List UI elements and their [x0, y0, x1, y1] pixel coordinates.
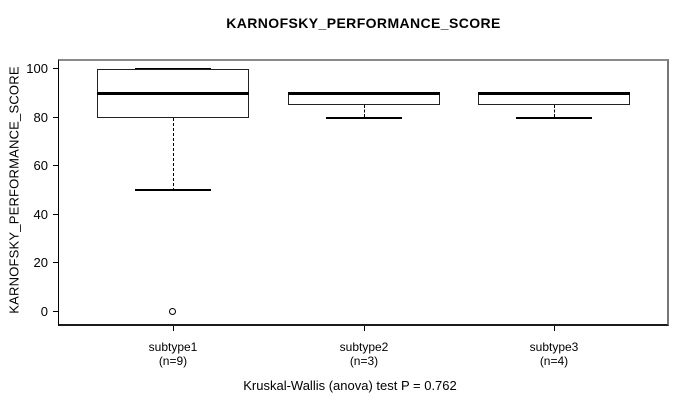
y-tick-label: 0: [40, 304, 48, 319]
x-tick-sublabel: (n=4): [539, 354, 569, 368]
median-line: [478, 92, 630, 95]
median-line: [97, 92, 249, 95]
lower-whisker-cap: [326, 117, 402, 119]
median-line: [288, 92, 440, 95]
lower-whisker-line: [173, 118, 174, 191]
lower-whisker-cap: [135, 189, 211, 191]
y-tick-mark: [53, 311, 59, 312]
x-tick-sublabel: (n=3): [349, 354, 379, 368]
y-tick-label: 100: [26, 61, 48, 76]
x-tick-label: subtype1: [148, 340, 198, 354]
x-tick-mark: [173, 326, 174, 331]
x-tick-label: subtype3: [529, 340, 579, 354]
outlier-point: [169, 308, 176, 315]
y-tick-mark: [53, 117, 59, 118]
x-tick-sublabel: (n=9): [158, 354, 188, 368]
y-tick-label: 20: [33, 255, 48, 270]
lower-whisker-cap: [516, 117, 592, 119]
y-tick-mark: [53, 68, 59, 69]
y-tick-label: 40: [33, 207, 48, 222]
chart-title: KARNOFSKY_PERFORMANCE_SCORE: [226, 15, 501, 31]
x-tick-mark: [364, 326, 365, 331]
lower-whisker-line: [554, 105, 555, 117]
lower-whisker-line: [364, 105, 365, 117]
stat-test-caption: Kruskal-Wallis (anova) test P = 0.762: [243, 378, 457, 393]
y-tick-mark: [53, 262, 59, 263]
y-tick-label: 60: [33, 158, 48, 173]
x-tick-label: subtype2: [339, 340, 389, 354]
y-tick-mark: [53, 214, 59, 215]
x-tick-mark: [554, 326, 555, 331]
y-axis-label: KARNOFSKY_PERFORMANCE_SCORE: [6, 66, 22, 314]
y-tick-label: 80: [33, 110, 48, 125]
y-tick-mark: [53, 165, 59, 166]
